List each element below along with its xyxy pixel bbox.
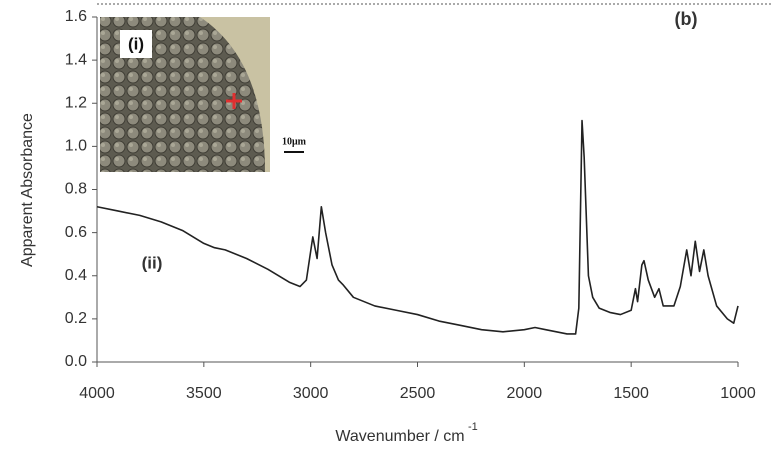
panel-label: (b) bbox=[675, 9, 698, 29]
y-tick-label: 1.0 bbox=[65, 138, 87, 155]
y-tick-label: 0.4 bbox=[65, 267, 87, 284]
x-tick-label: 3500 bbox=[186, 385, 222, 402]
inset-label-box bbox=[120, 30, 152, 58]
inset-image bbox=[100, 17, 304, 172]
x-tick-label: 2500 bbox=[400, 385, 436, 402]
spectrum-line bbox=[96, 119, 739, 335]
y-tick-label: 1.4 bbox=[65, 51, 87, 68]
x-axis-label: Wavenumber / cm bbox=[335, 428, 464, 445]
y-tick-label: 0.2 bbox=[65, 310, 87, 327]
y-tick-label: 0.8 bbox=[65, 181, 87, 198]
x-axis-label-superscript: -1 bbox=[468, 421, 478, 433]
x-tick-label: 3000 bbox=[293, 385, 329, 402]
y-tick-label: 1.2 bbox=[65, 94, 87, 111]
trace-label: (ii) bbox=[142, 253, 163, 272]
y-tick-label: 0.0 bbox=[65, 353, 87, 370]
x-tick-label: 2000 bbox=[507, 385, 543, 402]
y-tick-label: 0.6 bbox=[65, 224, 87, 241]
y-tick-label: 1.6 bbox=[65, 8, 87, 25]
x-tick-label: 4000 bbox=[79, 385, 115, 402]
inset-marker bbox=[226, 93, 242, 109]
inset-background bbox=[200, 17, 270, 172]
scale-label: 10μm bbox=[282, 136, 307, 147]
inset-label: (i) bbox=[128, 34, 144, 53]
x-tick-label: 1000 bbox=[720, 385, 756, 402]
y-axis-label: Apparent Absorbance bbox=[19, 113, 36, 267]
x-tick-label: 1500 bbox=[613, 385, 649, 402]
